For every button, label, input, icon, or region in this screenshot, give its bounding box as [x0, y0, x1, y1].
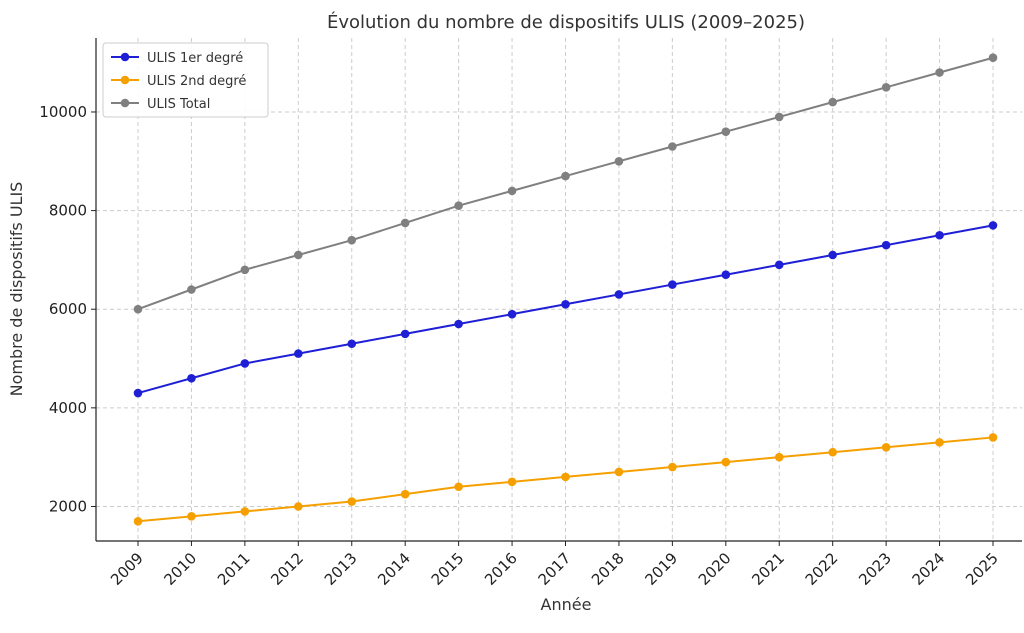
data-point: [881, 443, 891, 452]
data-point: [774, 260, 784, 270]
data-point: [668, 280, 677, 289]
data-point: [507, 477, 517, 487]
data-point: [614, 290, 624, 299]
x-tick-label: 2013: [321, 549, 361, 589]
x-tick-label: 2016: [481, 549, 521, 589]
data-point: [133, 388, 143, 398]
data-point: [774, 112, 784, 122]
data-point: [347, 497, 357, 506]
chart-title: Évolution du nombre de dispositifs ULIS …: [327, 11, 805, 33]
x-tick-label: 2019: [641, 549, 681, 589]
series-2: [133, 433, 998, 526]
data-point: [187, 373, 196, 383]
y-tick-label: 10000: [39, 103, 87, 121]
data-point: [561, 472, 570, 482]
data-point: [774, 452, 784, 462]
x-tick-label: 2010: [161, 549, 201, 589]
legend-label: ULIS 2nd degré: [147, 74, 246, 89]
y-tick-label: 6000: [49, 300, 87, 318]
legend-label: ULIS 1er degré: [147, 51, 243, 66]
data-point: [294, 502, 303, 511]
legend-marker: [120, 75, 130, 85]
series-3: [133, 53, 998, 314]
series-1: [133, 221, 998, 398]
data-point: [347, 235, 357, 245]
data-point: [721, 270, 731, 280]
data-point: [294, 250, 303, 260]
data-point: [828, 97, 837, 107]
x-tick-label: 2024: [909, 549, 949, 589]
legend-marker: [120, 98, 130, 108]
legend: ULIS 1er degré ULIS 2nd degré ULIS Total: [102, 42, 269, 118]
data-point: [935, 68, 944, 77]
data-point: [507, 186, 517, 196]
data-point: [668, 142, 677, 151]
x-axis-label: Année: [541, 595, 592, 614]
x-tick-label: 2014: [374, 549, 414, 589]
data-point: [988, 53, 998, 63]
data-point: [400, 489, 410, 499]
data-point: [828, 447, 837, 457]
data-point: [187, 512, 196, 521]
data-point: [721, 457, 731, 467]
legend-marker: [120, 52, 130, 62]
x-tick-label: 2009: [107, 549, 147, 589]
legend-item: ULIS 2nd degré: [111, 74, 246, 89]
data-point: [133, 516, 143, 526]
y-tick-label: 2000: [49, 497, 87, 515]
legend-item: ULIS Total: [111, 97, 210, 112]
tick-labels: 2000 4000 6000 8000 10000 2009 2010 2011 2012 201…: [39, 103, 1002, 589]
x-tick-label: 2021: [748, 549, 788, 589]
data-point: [400, 218, 410, 228]
series-lines: [133, 53, 998, 526]
data-point: [614, 156, 624, 166]
data-point: [240, 507, 250, 516]
x-tick-label: 2011: [214, 549, 254, 589]
data-point: [400, 329, 410, 339]
data-point: [935, 438, 944, 447]
data-point: [988, 221, 998, 230]
axes: [91, 38, 1022, 546]
data-point: [454, 319, 463, 329]
data-point: [988, 433, 998, 442]
data-point: [347, 339, 357, 349]
data-point: [561, 171, 570, 181]
data-point: [240, 265, 250, 275]
y-tick-label: 4000: [49, 399, 87, 417]
x-tick-label: 2020: [695, 549, 735, 589]
data-point: [881, 240, 891, 250]
data-point: [881, 83, 891, 92]
data-point: [828, 250, 837, 260]
x-tick-label: 2022: [802, 549, 842, 589]
x-tick-label: 2017: [535, 549, 575, 589]
data-point: [187, 285, 196, 294]
x-tick-label: 2023: [855, 549, 895, 589]
data-point: [668, 462, 677, 472]
x-tick-label: 2018: [588, 549, 628, 589]
data-point: [721, 127, 731, 136]
y-axis-label: Nombre de dispositifs ULIS: [7, 182, 26, 397]
data-point: [507, 309, 517, 319]
data-point: [133, 304, 143, 314]
data-point: [935, 230, 944, 240]
data-point: [454, 201, 463, 210]
legend-label: ULIS Total: [147, 97, 210, 112]
data-point: [561, 299, 570, 309]
data-point: [240, 359, 250, 368]
data-point: [614, 467, 624, 477]
data-point: [454, 482, 463, 492]
x-tick-label: 2012: [267, 549, 307, 589]
legend-box: [102, 42, 269, 118]
x-tick-label: 2025: [962, 549, 1002, 589]
legend-item: ULIS 1er degré: [111, 51, 243, 66]
x-tick-label: 2015: [428, 549, 468, 589]
y-tick-label: 8000: [49, 202, 87, 220]
data-point: [294, 349, 303, 358]
